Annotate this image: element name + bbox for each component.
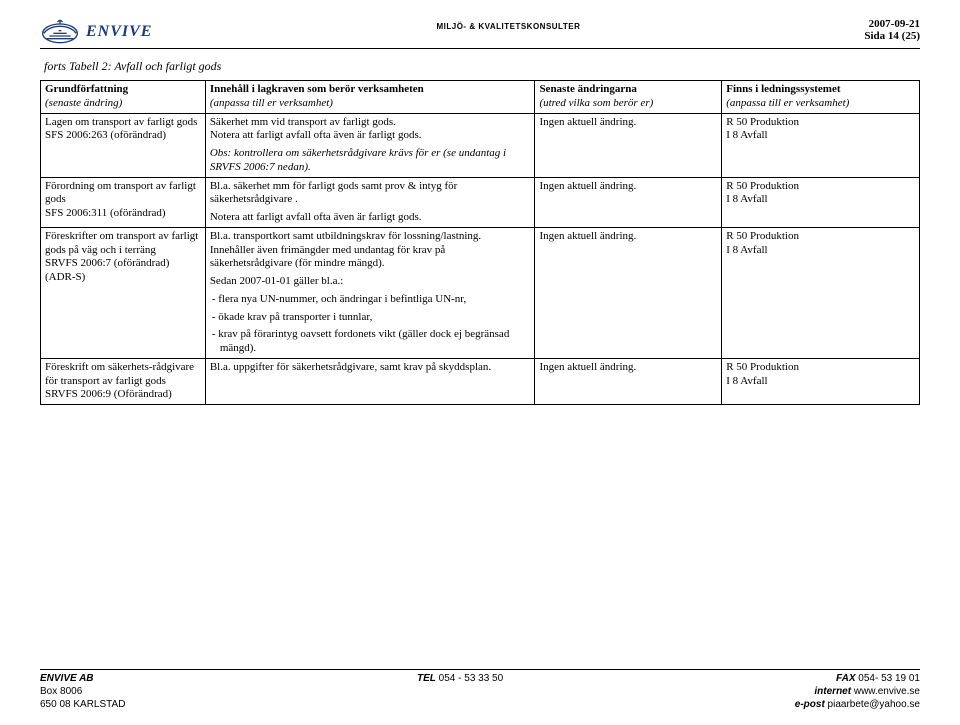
footer-right: FAX 054- 53 19 01 internet www.envive.se… (795, 672, 920, 711)
cell-regulation: Förordning om transport av farligt godsS… (41, 177, 206, 227)
cell-system: R 50 ProduktionI 8 Avfall (722, 113, 920, 177)
footer-fax-label: FAX (836, 673, 855, 684)
footer-company: ENVIVE AB (40, 673, 94, 684)
page-footer: ENVIVE AB Box 8006 650 08 KARLSTAD TEL 0… (40, 669, 920, 711)
col2-sub: (anpassa till er verksamhet) (210, 97, 333, 109)
footer-tel-label: TEL (417, 673, 436, 684)
regulations-table: Grundförfattning (senaste ändring) Inneh… (40, 80, 920, 405)
cell-changes: Ingen aktuell ändring. (535, 358, 722, 404)
page-header: ENVIVE MILJÖ- & KVALITETSKONSULTER 2007-… (40, 18, 920, 49)
logo-block: ENVIVE (40, 18, 152, 46)
table-row: Föreskrifter om transport av farligt god… (41, 227, 920, 358)
header-right: 2007-09-21 Sida 14 (25) (864, 18, 920, 42)
footer-web-label: internet (814, 686, 851, 697)
cell-regulation: Föreskrifter om transport av farligt god… (41, 227, 206, 358)
col-header-3: Senaste ändringarna (utred vilka som ber… (535, 81, 722, 114)
cell-text: Bl.a. uppgifter för säkerhetsrådgivare, … (210, 361, 531, 375)
footer-left: ENVIVE AB Box 8006 650 08 KARLSTAD (40, 672, 125, 711)
cell-system: R 50 ProduktionI 8 Avfall (722, 177, 920, 227)
cell-text: Obs: kontrollera om säkerhetsrådgivare k… (210, 147, 531, 175)
footer-web: www.envive.se (851, 686, 920, 697)
table-row: Föreskrift om säkerhets-rådgivare för tr… (41, 358, 920, 404)
table-header-row: Grundförfattning (senaste ändring) Inneh… (41, 81, 920, 114)
col-header-1: Grundförfattning (senaste ändring) (41, 81, 206, 114)
cell-content: Bl.a. säkerhet mm för farligt gods samt … (205, 177, 535, 227)
doc-date: 2007-09-21 (864, 18, 920, 30)
cell-bullet: - ökade krav på transporter i tunnlar, (210, 311, 531, 325)
cell-text: Säkerhet mm vid transport av farligt god… (210, 116, 531, 144)
footer-email: piaarbete@yahoo.se (825, 699, 920, 710)
cell-content: Bl.a. uppgifter för säkerhetsrådgivare, … (205, 358, 535, 404)
col2-title: Innehåll i lagkraven som berör verksamhe… (210, 83, 424, 95)
cell-regulation: Lagen om transport av farligt godsSFS 20… (41, 113, 206, 177)
cell-text: Bl.a. säkerhet mm för farligt gods samt … (210, 180, 531, 208)
cell-bullet: - krav på förarintyg oavsett fordonets v… (210, 328, 531, 356)
col3-title: Senaste ändringarna (539, 83, 637, 95)
col4-title: Finns i ledningssystemet (726, 83, 840, 95)
footer-fax: 054- 53 19 01 (856, 673, 921, 684)
table-caption: forts Tabell 2: Avfall och farligt gods (44, 59, 920, 74)
brand-name: ENVIVE (86, 23, 152, 41)
cell-text: Sedan 2007-01-01 gäller bl.a.: (210, 275, 531, 289)
cell-content: Bl.a. transportkort samt utbildningskrav… (205, 227, 535, 358)
footer-tel: 054 - 53 33 50 (436, 673, 503, 684)
cell-text: Bl.a. transportkort samt utbildningskrav… (210, 230, 531, 271)
col-header-2: Innehåll i lagkraven som berör verksamhe… (205, 81, 535, 114)
table-row: Förordning om transport av farligt godsS… (41, 177, 920, 227)
col3-sub: (utred vilka som berör er) (539, 97, 653, 109)
cell-content: Säkerhet mm vid transport av farligt god… (205, 113, 535, 177)
col-header-4: Finns i ledningssystemet (anpassa till e… (722, 81, 920, 114)
footer-email-label: e-post (795, 699, 825, 710)
cell-system: R 50 ProduktionI 8 Avfall (722, 358, 920, 404)
page-number: Sida 14 (25) (864, 30, 920, 42)
footer-center: TEL 054 - 53 33 50 (417, 672, 503, 711)
cell-system: R 50 ProduktionI 8 Avfall (722, 227, 920, 358)
cell-changes: Ingen aktuell ändring. (535, 113, 722, 177)
col1-sub: (senaste ändring) (45, 97, 122, 109)
footer-city: 650 08 KARLSTAD (40, 698, 125, 711)
cell-bullet: - flera nya UN-nummer, och ändringar i b… (210, 293, 531, 307)
envive-logo-icon (40, 18, 80, 46)
cell-text: Notera att farligt avfall ofta även är f… (210, 211, 531, 225)
cell-changes: Ingen aktuell ändring. (535, 227, 722, 358)
cell-changes: Ingen aktuell ändring. (535, 177, 722, 227)
footer-box: Box 8006 (40, 685, 125, 698)
page: ENVIVE MILJÖ- & KVALITETSKONSULTER 2007-… (0, 0, 960, 405)
col4-sub: (anpassa till er verksamhet) (726, 97, 849, 109)
header-subtitle: MILJÖ- & KVALITETSKONSULTER (436, 22, 580, 31)
table-row: Lagen om transport av farligt godsSFS 20… (41, 113, 920, 177)
col1-title: Grundförfattning (45, 83, 128, 95)
cell-regulation: Föreskrift om säkerhets-rådgivare för tr… (41, 358, 206, 404)
